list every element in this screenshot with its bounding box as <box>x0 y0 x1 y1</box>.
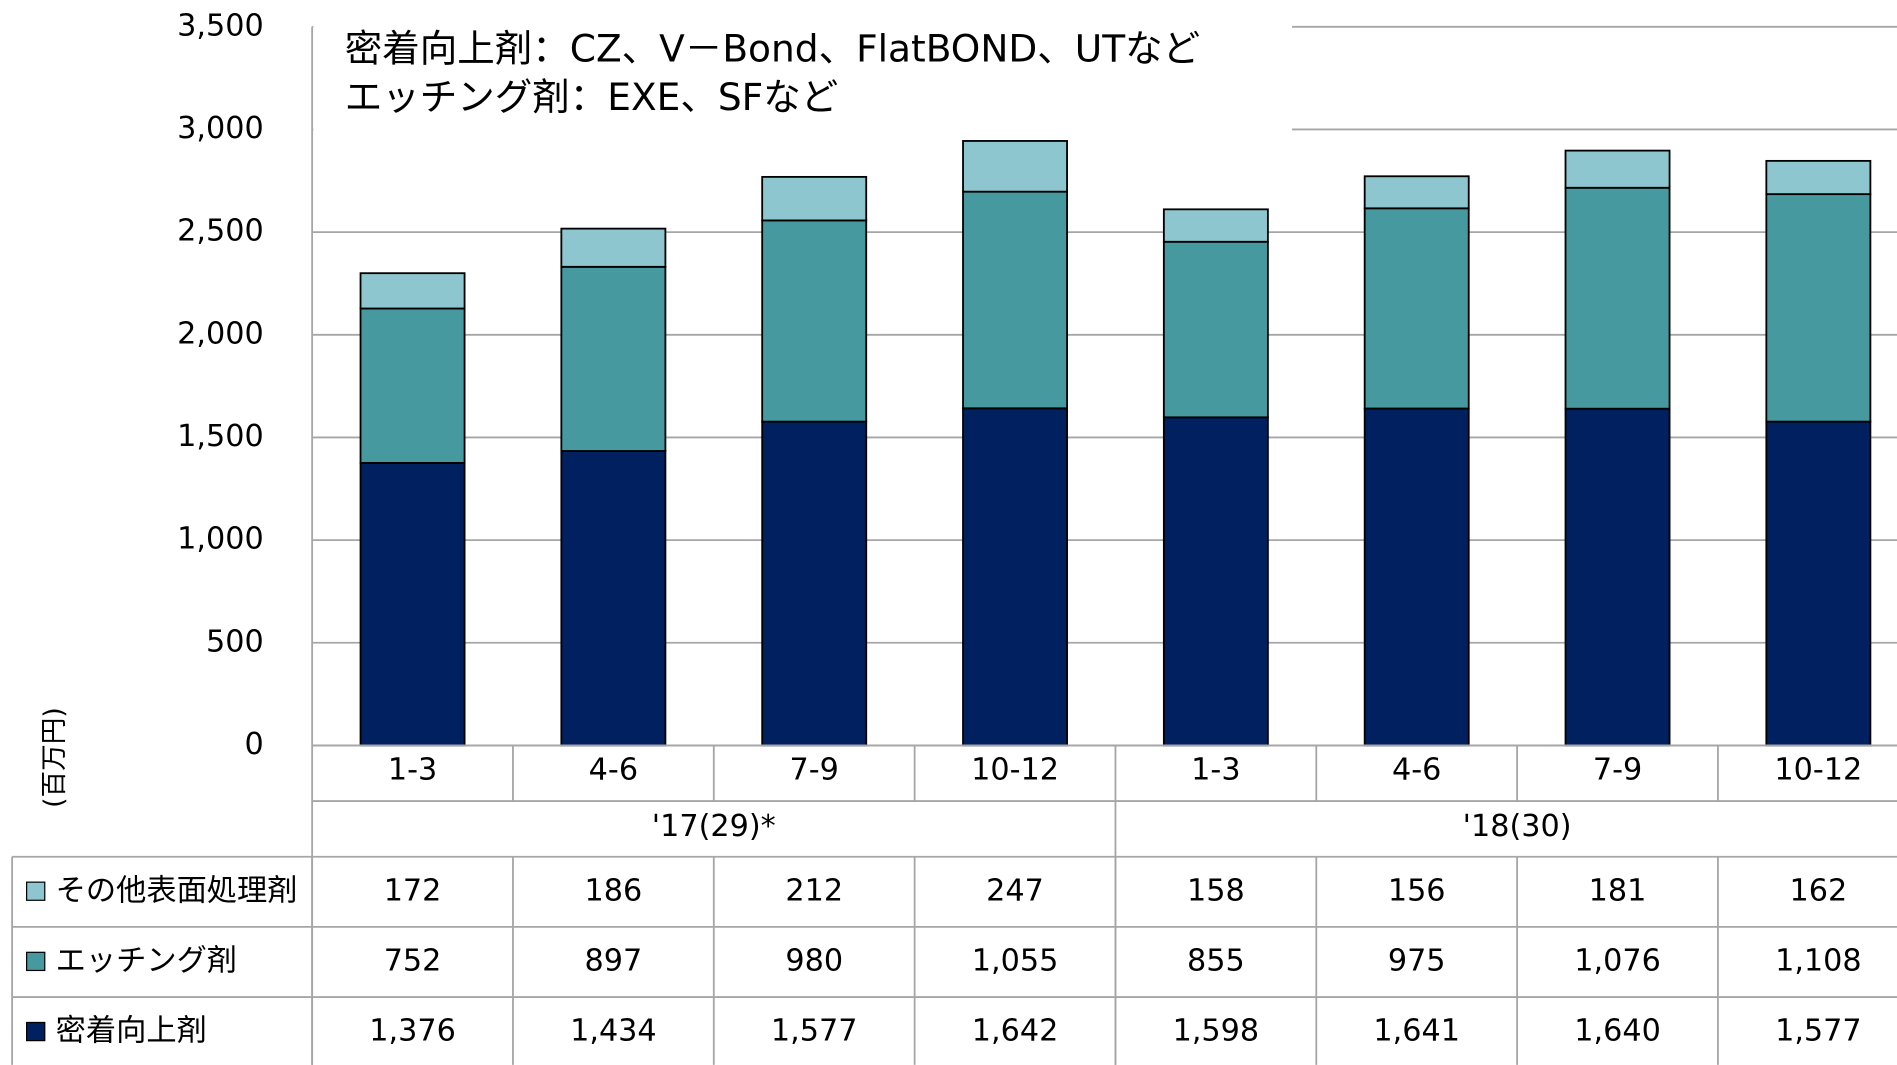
bar-segment <box>1162 208 1269 243</box>
value-label: 162 <box>1790 873 1848 908</box>
bar-segment <box>962 190 1068 410</box>
value-label: 980 <box>785 943 843 978</box>
value-label: 1,642 <box>972 1014 1059 1049</box>
bar-segment <box>1363 407 1470 747</box>
y-tick-label: 1,000 <box>177 522 264 557</box>
value-label: 181 <box>1589 873 1647 908</box>
bar-segment <box>1765 159 1872 196</box>
y-axis-label: (百万円) <box>39 707 70 808</box>
value-label: 247 <box>986 873 1044 908</box>
value-label: 1,055 <box>972 943 1059 978</box>
bar-segment <box>359 307 466 464</box>
value-label: 1,640 <box>1574 1014 1661 1049</box>
legend-swatch <box>26 881 46 901</box>
value-label: 186 <box>585 873 643 908</box>
y-tick-label: 1,500 <box>177 419 264 454</box>
x-tick-label: 10-12 <box>971 752 1059 787</box>
value-label: 1,598 <box>1173 1014 1260 1049</box>
x-tick-label: 1-3 <box>1191 752 1240 787</box>
bar-layer <box>359 140 1872 747</box>
x-tick-label: 1-3 <box>388 752 437 787</box>
value-label: 752 <box>384 943 442 978</box>
y-tick-label: 500 <box>206 624 264 659</box>
annotation: エッチング剤：EXE、SFなど <box>345 75 838 119</box>
bar-segment <box>761 219 868 423</box>
bar-segment <box>359 461 466 747</box>
bar-segment <box>1564 407 1671 747</box>
value-label: 1,434 <box>570 1014 657 1049</box>
bar-segment <box>1765 420 1872 747</box>
x-group-label: '17(29)* <box>652 809 776 844</box>
value-label: 975 <box>1388 943 1446 978</box>
legend-label: 密着向上剤 <box>56 1014 207 1049</box>
bar-segment <box>1564 186 1671 410</box>
value-label: 212 <box>785 873 843 908</box>
x-tick-label: 7-9 <box>1593 752 1642 787</box>
bar-segment <box>962 407 1068 747</box>
legend-label: エッチング剤 <box>56 943 237 978</box>
value-label: 156 <box>1388 873 1446 908</box>
bar-segment <box>1765 193 1872 423</box>
value-label: 1,577 <box>1775 1014 1862 1049</box>
value-label: 1,108 <box>1775 943 1862 978</box>
value-label: 1,376 <box>369 1014 456 1049</box>
bar-segment <box>560 265 667 452</box>
value-label: 1,641 <box>1373 1014 1460 1049</box>
value-label: 897 <box>585 943 643 978</box>
bar-segment <box>359 272 466 310</box>
legend-swatch <box>26 1021 46 1042</box>
bar-segment <box>761 420 868 747</box>
bar-segment <box>962 140 1068 193</box>
value-label: 1,076 <box>1574 943 1661 978</box>
bar-segment <box>560 227 667 268</box>
legend-swatch <box>26 951 46 972</box>
x-tick-label: 10-12 <box>1774 752 1862 787</box>
table-layer: 0 500 1,000 1,500 2,000 2,500 3,000 3,500 1-3 4-6… <box>11 8 1897 1065</box>
x-tick-label: 4-6 <box>1392 752 1441 787</box>
bar-segment <box>1162 416 1269 747</box>
bar-segment <box>1162 240 1269 419</box>
annotation: 密着向上剤：CZ、V－Bond、FlatBOND、UTなど <box>345 26 1200 70</box>
x-tick-label: 7-9 <box>790 752 839 787</box>
legend-label: その他表面処理剤 <box>56 873 298 908</box>
x-group-label: '18(30) <box>1463 809 1572 844</box>
value-label: 172 <box>384 873 442 908</box>
x-tick-label: 4-6 <box>589 752 638 787</box>
value-label: 1,577 <box>771 1014 858 1049</box>
bar-segment <box>1363 175 1470 210</box>
y-tick-label: 3,500 <box>177 8 264 43</box>
bar-segment <box>1363 207 1470 410</box>
bar-segment <box>761 175 868 222</box>
value-label: 855 <box>1187 943 1245 978</box>
y-tick-label: 2,500 <box>177 214 264 249</box>
value-label: 158 <box>1187 873 1245 908</box>
bar-segment <box>1564 149 1671 189</box>
y-tick-label: 3,000 <box>177 111 264 146</box>
y-tick-label: 0 <box>244 727 263 762</box>
y-tick-label: 2,000 <box>177 316 264 351</box>
annotation-box <box>313 0 1293 134</box>
bar-segment <box>560 450 667 747</box>
